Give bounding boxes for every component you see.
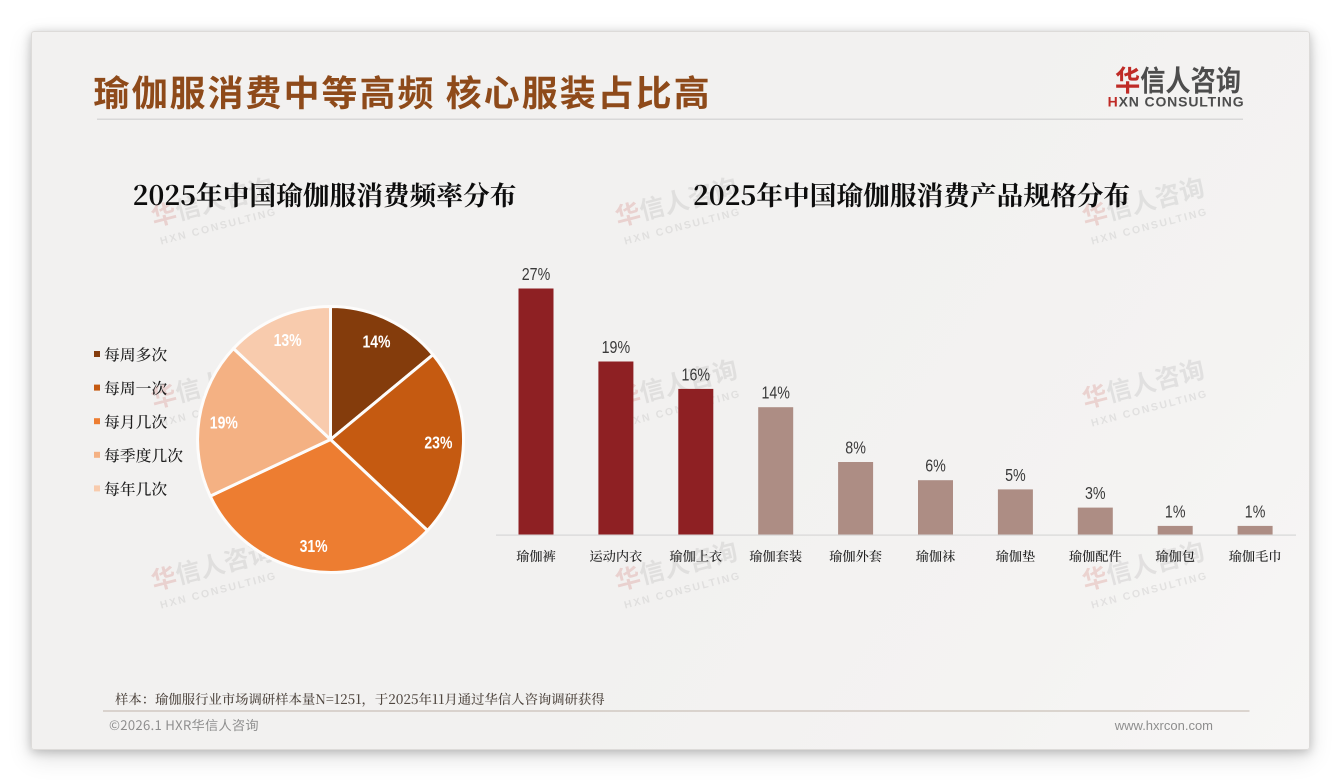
svg-text:19%: 19% — [210, 412, 238, 432]
svg-text:14%: 14% — [761, 383, 790, 403]
svg-text:6%: 6% — [925, 456, 946, 476]
svg-text:23%: 23% — [424, 433, 452, 453]
svg-text:1%: 1% — [1165, 501, 1186, 521]
svg-text:3%: 3% — [1085, 483, 1106, 503]
svg-text:14%: 14% — [363, 332, 391, 352]
svg-text:www.hxrcon.com: www.hxrcon.com — [1114, 718, 1213, 733]
svg-text:HXN CONSULTING: HXN CONSULTING — [1108, 94, 1245, 110]
svg-text:16%: 16% — [682, 364, 711, 384]
svg-text:1%: 1% — [1245, 501, 1266, 521]
svg-text:27%: 27% — [522, 264, 551, 284]
svg-text:13%: 13% — [274, 330, 302, 350]
svg-text:5%: 5% — [1005, 465, 1026, 485]
svg-text:19%: 19% — [602, 337, 631, 357]
svg-text:31%: 31% — [300, 536, 328, 556]
svg-text:8%: 8% — [845, 438, 866, 458]
